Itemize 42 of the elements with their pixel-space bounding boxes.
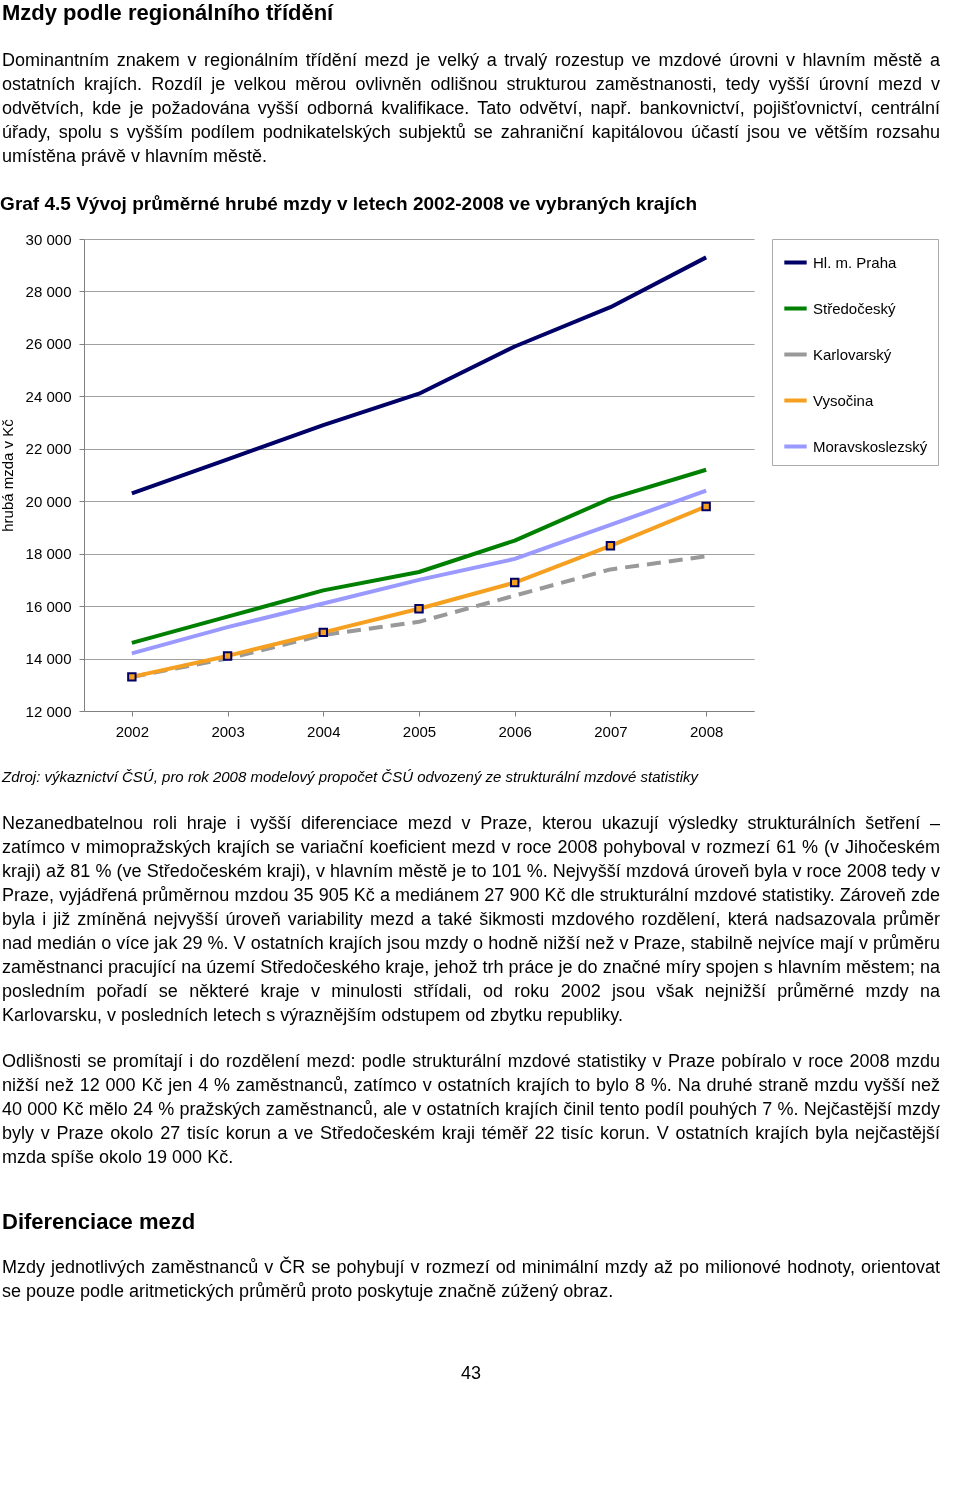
line-series — [129, 467, 709, 645]
point — [222, 651, 233, 661]
legend-label: Vysočina — [813, 391, 874, 409]
point — [510, 577, 520, 588]
x-tick-label: 2007 — [594, 722, 628, 740]
point — [318, 627, 328, 638]
y-axis-title: hrubá mzda v Kč — [0, 418, 16, 532]
point — [127, 672, 137, 682]
point — [414, 604, 424, 614]
y-tick-label: 24 000 — [25, 387, 72, 405]
legend-label: Moravskoslezský — [813, 437, 928, 455]
text: 43 — [460, 1363, 482, 1384]
legend-label: Středočeský — [813, 299, 897, 317]
line-series — [129, 488, 709, 656]
x-tick-label: 2004 — [307, 722, 341, 740]
point — [605, 541, 616, 551]
text: Mzdy jednotlivých zaměstnanců v ČR se pohybují v rozmezí od minimální mzdy až po milionové hodnoty, orientovat se pouze podle aritmetických průměrů proto poskytuje značně zúžený obraz. — [2, 1255, 940, 1303]
y-tick-label: 20 000 — [25, 492, 72, 510]
y-tick-label: 30 000 — [25, 230, 72, 248]
legend-label: Karlovarský — [813, 345, 892, 363]
x-tick-label: 2005 — [402, 722, 437, 740]
text: Diferenciace mezd — [2, 1209, 197, 1235]
x-tick-label: 2006 — [498, 722, 532, 740]
y-tick-label: 14 000 — [25, 650, 72, 668]
y-tick-label: 26 000 — [25, 335, 72, 353]
x-tick-label: 2002 — [115, 722, 150, 740]
text: Zdroj: výkaznictví ČSÚ, pro rok 2008 modelový propočet ČSÚ odvozený ze strukturální mzdové statistiky — [2, 768, 700, 785]
legend-label: Hl. m. Praha — [813, 253, 898, 271]
text: Nezanedbatelnou roli hraje i vyšší diferenciace mezd v Praze, kterou ukazují výsledky strukturálních šetření – zatímco v mimopražských krajích se variační koeficient mezd v roce 2008 pohyboval v rozmezí 61 % (v Jihočeském kraji) až 81 % (ve Středočeském kraji), v hlavním městě je to 101 %. Nejvyšší mzdová úroveň byla v roce 2008 tedy v Praze, vyjádřená průměrnou mzdou 35 905 Kč a mediánem 27 900 Kč dle strukturální mzdové statistiky. Zároveň zde byla i již zmíněná nejvyšší úroveň variability mezd a také šikmosti mzdového rozdělení, která nadsazovala průměr nad medián o více jak 29 %. V ostatních krajích jsou mzdy o hodně nižší než v Praze, stabilně nejvíce mají v průměru zaměstnanci pracující na území Středočeského kraje, jehož trh práce je do značné míry spojen s hlavním městem; na posledním pořadí se některé kraje v minulosti střídali, od roku 2002 jsou však nejnižší průměrné mzdy na Karlovarsku, v posledních letech s výraznějším odstupem od zbytku republiky. — [2, 813, 940, 1025]
y-tick-label: 28 000 — [25, 282, 72, 300]
text: Mzdy podle regionálního třídění — [2, 0, 335, 26]
x-tick-label: 2003 — [211, 722, 245, 740]
chart-title: Graf 4.5 Vývoj průměrné hrubé mzdy v letech 2002-2008 ve vybraných krajích — [0, 193, 698, 214]
line-series — [129, 255, 709, 496]
x-tick-label: 2008 — [689, 722, 724, 740]
point — [701, 501, 711, 512]
y-tick-label: 22 000 — [25, 440, 72, 458]
y-tick-label: 16 000 — [25, 597, 72, 615]
text: Dominantním znakem v regionálním třídění mezd je velký a trvalý rozestup ve mzdové úrovni v hlavním městě a ostatních krajích. Rozdíl je velkou měrou ovlivněn odlišnou strukturou zaměstnanosti, tedy vyšší úrovní mezd v odvětvích, kde je požadována vyšší odborná kvalifikace. Tato odvětví, např. bankovnictví, pojišťovnictví, centrální úřady, spolu s vyšším podílem podnikatelských subjektů se zahraniční kapitálovou účastí jsou ve větším rozsahu umístěna právě v hlavním městě. — [2, 49, 940, 168]
text: Odlišnosti se promítají i do rozdělení mezd: podle strukturální mzdové statistiky v Praze pobíralo v roce 2008 mzdu nižší než 12 000 Kč jen 4 % zaměstnanců, zatímco v ostatních krajích to bylo 8 %. Na druhé straně mzdu vyšší než 40 000 Kč mělo 24 % pražských zaměstnanců, ale v ostatních krajích činil tento podíl pouhých 7 %. Nejčastější mzdy byly v Praze okolo 27 tisíc korun a ve Středočeském kraji téměř 22 tisíc korun. V ostatních krajích byla nejčastější mzda spíše okolo 19 000 Kč. — [2, 1050, 940, 1169]
y-tick-label: 18 000 — [25, 545, 72, 563]
y-tick-label: 12 000 — [25, 702, 72, 720]
